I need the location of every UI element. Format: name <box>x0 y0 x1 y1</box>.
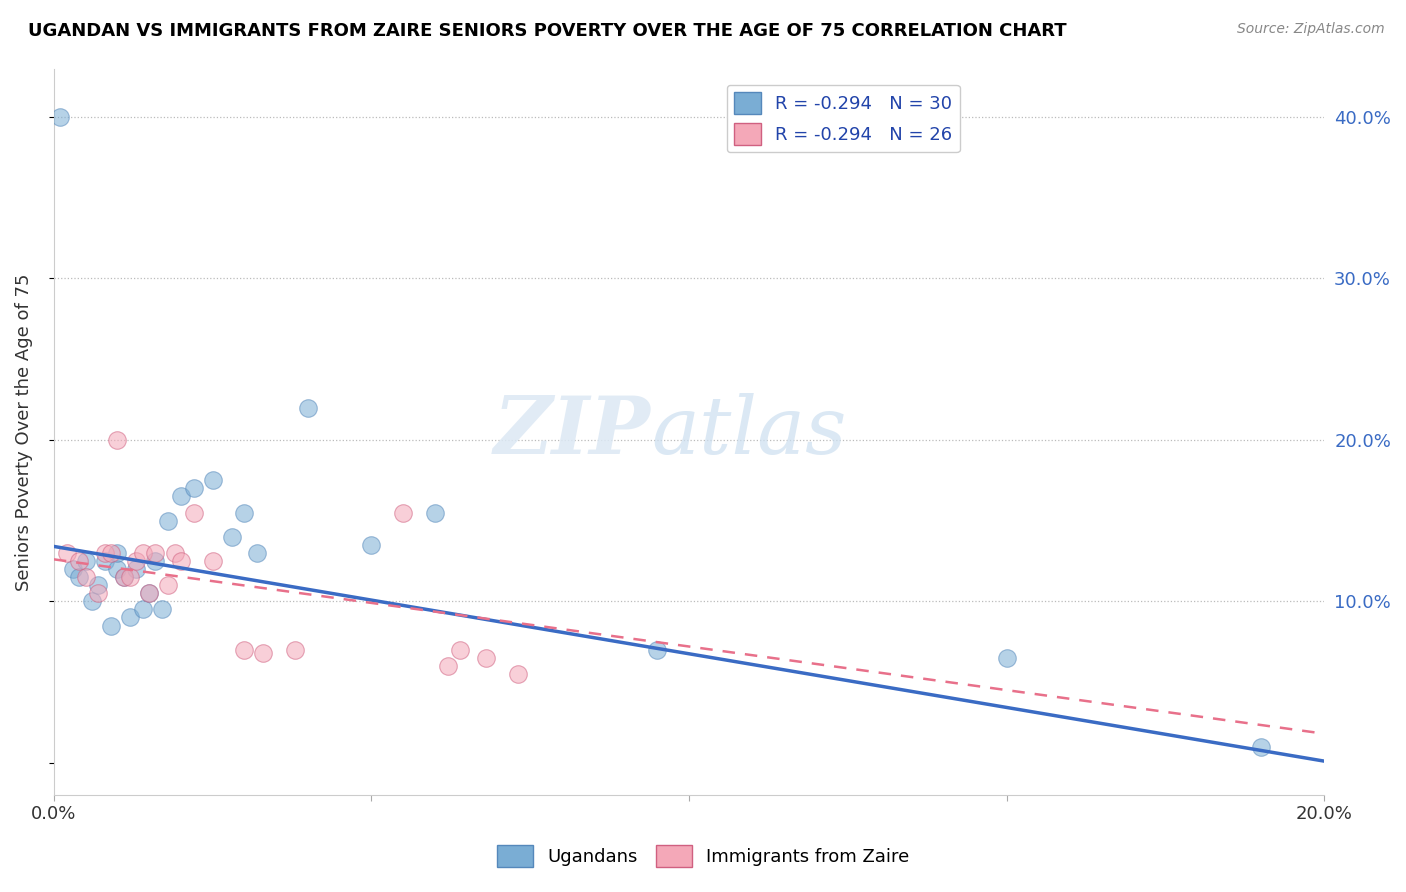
Text: Source: ZipAtlas.com: Source: ZipAtlas.com <box>1237 22 1385 37</box>
Y-axis label: Seniors Poverty Over the Age of 75: Seniors Poverty Over the Age of 75 <box>15 273 32 591</box>
Point <box>55 546 77 560</box>
Point <box>138 586 160 600</box>
Point <box>201 473 224 487</box>
Point <box>105 562 128 576</box>
Point <box>252 646 274 660</box>
Point <box>120 610 142 624</box>
Point <box>170 554 193 568</box>
Point <box>145 546 167 560</box>
Point <box>67 570 90 584</box>
Text: UGANDAN VS IMMIGRANTS FROM ZAIRE SENIORS POVERTY OVER THE AGE OF 75 CORRELATION : UGANDAN VS IMMIGRANTS FROM ZAIRE SENIORS… <box>28 22 1067 40</box>
Point <box>995 650 1018 665</box>
Point <box>49 110 72 124</box>
Point <box>80 594 103 608</box>
Point <box>436 659 458 673</box>
Text: atlas: atlas <box>651 393 846 471</box>
Point <box>125 554 148 568</box>
Point <box>183 506 205 520</box>
Point <box>221 530 243 544</box>
Point <box>246 546 269 560</box>
Point <box>75 570 97 584</box>
Point <box>87 586 110 600</box>
Point <box>100 618 122 632</box>
Legend: R = -0.294   N = 30, R = -0.294   N = 26: R = -0.294 N = 30, R = -0.294 N = 26 <box>727 85 960 153</box>
Text: ZIP: ZIP <box>494 393 651 471</box>
Point <box>138 586 160 600</box>
Point <box>125 562 148 576</box>
Point <box>297 401 319 415</box>
Point <box>449 642 471 657</box>
Point <box>157 578 180 592</box>
Point <box>392 506 415 520</box>
Point <box>233 642 256 657</box>
Point <box>75 554 97 568</box>
Point <box>163 546 186 560</box>
Point <box>506 667 529 681</box>
Point <box>201 554 224 568</box>
Point <box>183 481 205 495</box>
Point <box>1250 739 1272 754</box>
Point <box>647 642 669 657</box>
Point <box>170 489 193 503</box>
Point <box>423 506 446 520</box>
Legend: Ugandans, Immigrants from Zaire: Ugandans, Immigrants from Zaire <box>489 838 917 874</box>
Point <box>105 546 128 560</box>
Point <box>100 546 122 560</box>
Point <box>157 514 180 528</box>
Point <box>145 554 167 568</box>
Point <box>150 602 173 616</box>
Point <box>105 433 128 447</box>
Point <box>132 546 155 560</box>
Point <box>93 554 115 568</box>
Point <box>132 602 155 616</box>
Point <box>284 642 307 657</box>
Point <box>67 554 90 568</box>
Point <box>120 570 142 584</box>
Point <box>475 650 498 665</box>
Point <box>112 570 135 584</box>
Point <box>112 570 135 584</box>
Point <box>233 506 256 520</box>
Point <box>360 538 382 552</box>
Point <box>93 546 115 560</box>
Point <box>87 578 110 592</box>
Point <box>62 562 84 576</box>
